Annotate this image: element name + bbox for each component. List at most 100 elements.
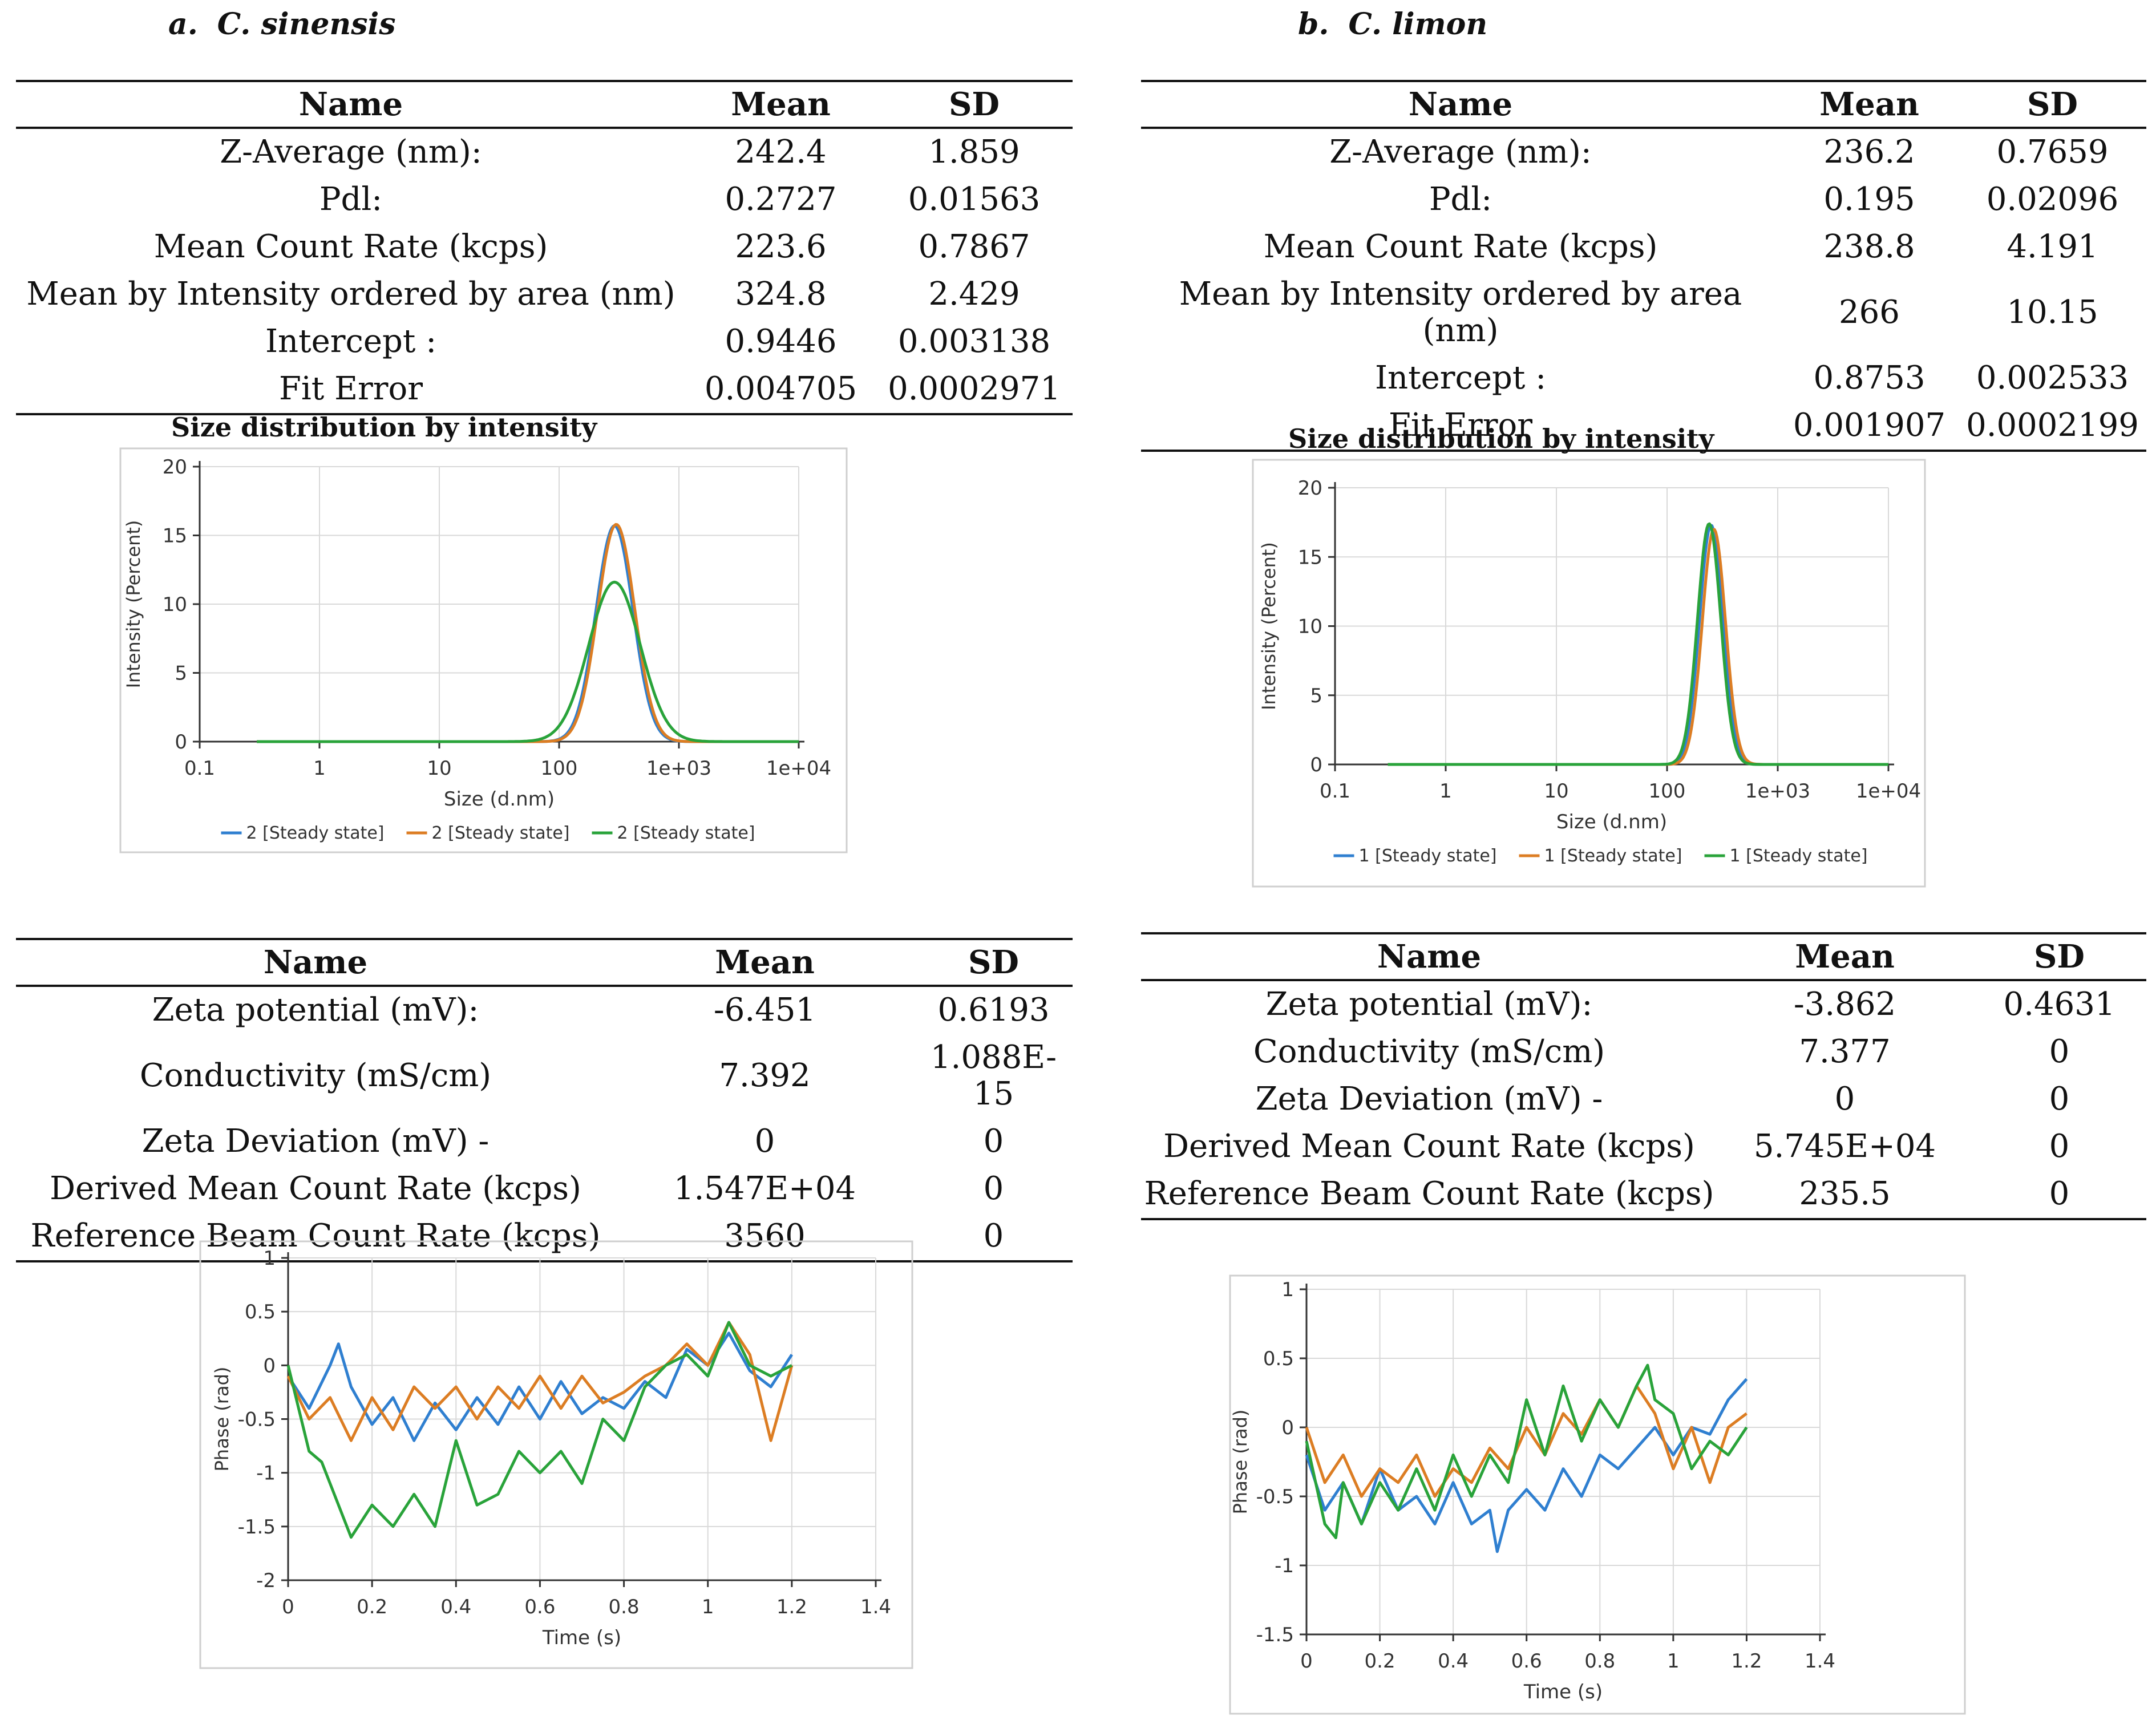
row-name: Fit Error (16, 366, 686, 415)
x-tick-label: 0.4 (1438, 1650, 1469, 1673)
panel-a-title: a. C. sinensis (168, 7, 396, 42)
panel-b-title: b. C. limon (1298, 7, 1487, 42)
size-chart-a-title: Size distribution by intensity (171, 412, 597, 443)
x-tick-label: 0 (282, 1596, 294, 1618)
row-sd: 0.4631 (2003, 986, 2115, 1023)
row-mean: 242.4 (735, 133, 827, 171)
row-mean: -6.451 (713, 991, 816, 1029)
row-sd: 0 (1972, 1171, 2146, 1220)
table-row: Mean by Intensity ordered by area (nm) 26… (1141, 271, 2146, 355)
row-mean: 0.9446 (725, 323, 837, 360)
row-sd: 0.01563 (908, 181, 1041, 218)
column-header-mean: Mean (1717, 932, 1972, 981)
y-axis-label: Intensity (Percent) (123, 520, 144, 689)
row-name: Zeta potential (mV): (1265, 986, 1593, 1023)
x-axis-label: Time (s) (1523, 1681, 1603, 1703)
row-sd: 0.002533 (1976, 359, 2129, 396)
y-tick-label: -1 (256, 1462, 276, 1485)
row-sd: 0 (915, 1213, 1073, 1262)
y-tick-label: 0.5 (1263, 1347, 1294, 1370)
row-sd: 0 (2049, 1128, 2070, 1165)
row-name: Zeta Deviation (mV) - (1255, 1080, 1603, 1118)
size-chart-b: 0.1 1 10 100 1e+03 1e+04 0 5 10 15 20 Size (d.nm) In… (1249, 456, 1928, 890)
x-tick-label: 0.1 (1320, 780, 1350, 803)
row-sd: 0 (2049, 1033, 2070, 1070)
table-row: Zeta Deviation (mV) - 0 0 (16, 1118, 1073, 1165)
column-header-sd: SD (1959, 80, 2146, 129)
chart-frame (119, 447, 848, 853)
legend-entry: 2 [Steady state] (246, 823, 385, 843)
y-tick-label: 5 (1310, 685, 1322, 707)
row-name: Conductivity (mS/cm) (1253, 1033, 1605, 1070)
y-tick-label: 5 (175, 662, 187, 685)
y-tick-label: 1 (1281, 1278, 1294, 1301)
table-row: Fit Error 0.004705 0.0002971 (16, 366, 1073, 415)
legend-entry: 1 [Steady state] (1359, 846, 1497, 866)
row-name: Z-Average (nm): (1329, 133, 1592, 171)
column-header-sd: SD (876, 80, 1073, 129)
y-tick-label: 0 (1310, 754, 1322, 776)
y-axis-label: Phase (rad) (1229, 1410, 1251, 1515)
row-sd: 2.429 (928, 276, 1020, 313)
panel-b-label: b. (1298, 7, 1329, 42)
row-name: Fit Error (1141, 402, 1780, 452)
table-row: Zeta Deviation (mV) - 0 0 (1141, 1076, 2146, 1123)
x-tick-label: 1e+03 (1745, 780, 1810, 803)
x-tick-label: 0 (1300, 1650, 1313, 1673)
table-row: Intercept : 0.9446 0.003138 (16, 318, 1073, 366)
size-chart-a: 0.1 1 10 100 1e+03 1e+04 0 5 10 15 20 Size (d.nm) In… (117, 445, 850, 856)
column-header-mean: Mean (1780, 80, 1959, 129)
chart-frame (1229, 1274, 1966, 1715)
table-row: Derived Mean Count Rate (kcps) 5.745E+04 0 (1141, 1123, 2146, 1171)
y-tick-label: -0.5 (238, 1409, 276, 1431)
row-mean: 7.392 (719, 1057, 811, 1094)
column-header-mean: Mean (686, 80, 876, 129)
row-sd: 0.7867 (918, 228, 1030, 265)
row-name: Intercept : (265, 323, 437, 360)
y-tick-label: 20 (1298, 477, 1322, 500)
row-mean: 223.6 (735, 228, 827, 265)
row-sd: 0 (983, 1123, 1004, 1160)
table-row: Mean Count Rate (kcps) 223.6 0.7867 (16, 224, 1073, 271)
series-line-orange (1388, 528, 1889, 766)
row-sd: 0.0002199 (1959, 402, 2146, 452)
size-table-a: Name Mean SD Z-Average (nm): 242.4 1.859 Pdl: 0… (16, 80, 1073, 415)
row-name: Pdl: (1429, 181, 1492, 218)
x-tick-label: 1e+04 (1856, 780, 1921, 803)
y-axis-label: Intensity (Percent) (1258, 542, 1280, 710)
row-mean: -3.862 (1793, 986, 1896, 1023)
x-tick-label: 1 (313, 757, 326, 780)
y-tick-label: -1 (1275, 1555, 1294, 1577)
series-line-green (286, 1321, 793, 1539)
panel-a-species: C. sinensis (217, 7, 396, 42)
x-tick-label: 1.2 (1731, 1650, 1762, 1673)
row-sd: 0 (983, 1170, 1004, 1207)
row-sd: 0.0002971 (876, 366, 1073, 415)
series-line-orange (286, 1321, 794, 1442)
table-row: Pdl: 0.195 0.02096 (1141, 176, 2146, 224)
row-name: Intercept : (1374, 359, 1547, 396)
row-name: Derived Mean Count Rate (kcps) (50, 1170, 581, 1207)
table-row: Zeta potential (mV): -6.451 0.6193 (16, 986, 1073, 1034)
column-header-name: Name (16, 80, 686, 129)
y-tick-label: 0 (1281, 1417, 1294, 1439)
table-row: Mean by Intensity ordered by area (nm) 32… (16, 271, 1073, 318)
zeta-table-b: Name Mean SD Zeta potential (mV): -3.862 0.46… (1141, 932, 2146, 1220)
y-tick-label: 0.5 (245, 1301, 276, 1324)
y-tick-label: 0 (263, 1354, 276, 1377)
x-tick-label: 0.4 (440, 1596, 471, 1618)
chart-frame (1252, 459, 1926, 888)
row-mean: 0.2727 (725, 181, 837, 218)
series-line-orange (1305, 1384, 1748, 1498)
size-chart-a-svg: 0.1 1 10 100 1e+03 1e+04 0 5 10 15 20 Size (d.nm) In… (119, 447, 848, 853)
row-sd: 10.15 (2007, 294, 2098, 331)
phase-chart-a-svg: 0 0.2 0.4 0.6 0.8 1 1.2 1.4 -2 -1.5 -1 -0.5 0 0.5 1 Tim… (199, 1240, 913, 1669)
row-sd: 0.003138 (897, 323, 1051, 360)
row-sd: 0 (2049, 1080, 2070, 1118)
y-tick-label: -1.5 (238, 1516, 276, 1539)
y-tick-label: 15 (163, 525, 187, 548)
row-mean: 236.2 (1823, 133, 1915, 171)
table-row: Conductivity (mS/cm) 7.392 1.088E-15 (16, 1034, 1073, 1118)
row-mean: 7.377 (1799, 1033, 1891, 1070)
row-mean: 5.745E+04 (1753, 1128, 1936, 1165)
